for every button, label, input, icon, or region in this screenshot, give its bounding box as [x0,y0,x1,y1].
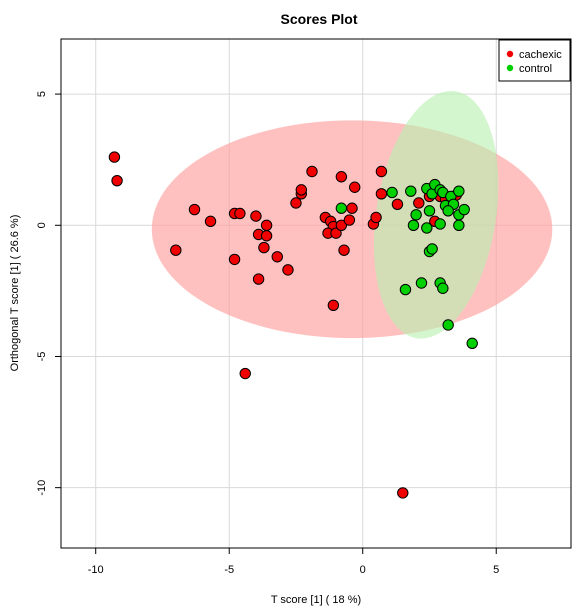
data-point-cachexic [346,202,358,214]
legend-box [498,39,571,82]
data-point-cachexic [111,174,123,187]
data-point-control [442,205,454,217]
x-tick-label: 5 [493,564,499,576]
x-tick-label: -5 [224,564,234,576]
data-point-cachexic [188,203,201,216]
data-point-control [434,218,446,230]
legend-label-cachexic: cachexic [519,49,562,61]
data-point-control [407,219,420,231]
legend: cachexic control [498,39,571,82]
legend-label-control: control [519,63,552,75]
data-point-cachexic [170,244,182,256]
data-point-control [453,185,465,197]
data-point-cachexic [330,227,342,239]
data-point-cachexic [108,151,121,163]
data-point-control [442,319,454,331]
data-point-cachexic [204,215,217,228]
y-axis-label: Orthogonal T score [1] ( 26.6 %) [9,215,21,372]
data-point-cachexic [228,253,241,266]
data-point-cachexic [306,165,318,178]
x-axis-label: T score [1] ( 18 %) [271,594,361,606]
data-point-control [453,219,465,231]
data-point-cachexic [335,219,348,231]
data-point-cachexic [252,273,265,285]
data-point-cachexic [234,207,246,220]
data-point-control [458,203,470,216]
data-point-cachexic [327,299,340,312]
data-point-cachexic [375,188,388,200]
data-point-control [405,185,417,197]
data-points [108,151,478,499]
data-point-cachexic [258,241,270,254]
data-point-control [421,222,433,234]
data-point-cachexic [282,264,294,276]
x-tick-label: -10 [88,564,104,576]
y-tick-label: 5 [36,91,48,97]
data-point-control [423,205,436,217]
data-point-cachexic [250,210,262,222]
y-tick-label: 0 [36,222,48,228]
data-point-cachexic [397,487,409,499]
data-point-cachexic [349,181,361,193]
chart-title: Scores Plot [280,11,357,27]
data-point-control [386,186,398,199]
y-tick-label: -5 [36,352,48,362]
data-point-cachexic [335,171,348,183]
data-point-cachexic [375,165,388,178]
y-axis-ticks: -10 -5 0 5 [36,91,61,496]
data-point-cachexic [338,244,350,256]
y-tick-label: -10 [36,480,48,496]
x-axis-ticks: -10 -5 0 5 [88,548,499,576]
confidence-ellipse-control [373,91,499,339]
legend-marker-control [506,64,514,72]
data-point-control [399,283,412,296]
x-tick-label: 0 [360,564,366,576]
data-point-cachexic [260,230,273,242]
data-point-control [410,209,422,221]
data-point-cachexic [391,198,404,210]
data-point-cachexic [271,251,283,263]
plot-frame [60,38,572,549]
data-point-control [466,337,478,350]
confidence-ellipses [151,91,553,339]
data-point-control [335,202,348,214]
data-point-cachexic [413,197,425,209]
data-point-cachexic [260,219,273,231]
data-point-cachexic [370,211,382,224]
data-point-cachexic [295,184,308,196]
data-point-control [426,243,438,255]
data-point-control [437,282,449,294]
legend-marker-cachexic [506,50,514,58]
data-point-cachexic [343,214,356,226]
data-point-cachexic [239,367,251,380]
data-point-control [415,277,428,289]
data-point-cachexic [290,197,302,209]
